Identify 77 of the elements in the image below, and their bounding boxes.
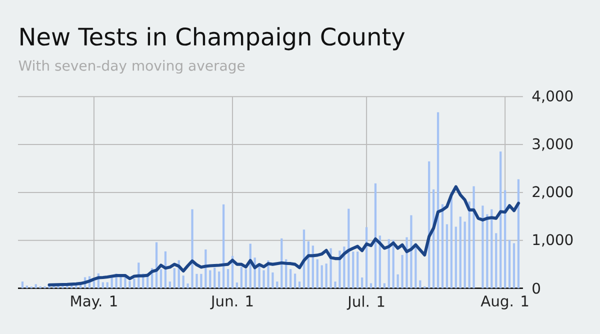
chart-subtitle: With seven-day moving average xyxy=(18,60,245,74)
bar xyxy=(512,243,516,288)
bar xyxy=(186,283,189,288)
bar xyxy=(370,283,372,288)
bar xyxy=(374,183,377,288)
bar xyxy=(334,282,336,288)
bar xyxy=(436,112,440,288)
bar xyxy=(276,282,278,288)
bar xyxy=(468,202,470,288)
bar xyxy=(26,286,28,288)
bar xyxy=(486,214,488,288)
bar xyxy=(209,270,212,288)
bar xyxy=(34,284,37,288)
bar xyxy=(454,226,457,288)
bar xyxy=(173,268,176,288)
bar xyxy=(410,215,412,288)
y-tick-label: 0 xyxy=(532,282,540,294)
bar xyxy=(396,274,399,288)
bar xyxy=(352,252,354,288)
bar xyxy=(240,266,242,288)
bar xyxy=(102,282,104,288)
bar xyxy=(472,186,475,288)
bar xyxy=(214,268,216,288)
bar xyxy=(320,265,323,288)
bar xyxy=(338,250,341,288)
bar xyxy=(356,252,359,288)
bar xyxy=(441,204,444,288)
chart-title: New Tests in Champaign County xyxy=(20,27,405,50)
bar xyxy=(222,204,225,288)
x-tick-label: Jul. 1 xyxy=(346,296,384,310)
bar xyxy=(92,281,96,288)
bar xyxy=(401,254,404,288)
bar xyxy=(482,206,484,288)
bar xyxy=(504,190,506,288)
bar xyxy=(160,269,162,288)
y-tick-label: 3,000 xyxy=(532,138,573,151)
bar xyxy=(464,222,466,288)
bar xyxy=(500,152,502,288)
bar xyxy=(290,269,292,288)
bar xyxy=(272,272,274,288)
bar xyxy=(21,282,24,288)
y-tick-label: 2,000 xyxy=(532,186,573,199)
bar xyxy=(226,269,230,288)
bar xyxy=(361,277,364,288)
bar xyxy=(128,281,131,288)
bar xyxy=(200,274,202,288)
bar xyxy=(258,264,260,288)
bar xyxy=(383,283,386,288)
y-tick-label: 1,000 xyxy=(533,234,573,247)
bar xyxy=(168,282,171,288)
bar xyxy=(325,264,328,288)
bar xyxy=(419,280,422,288)
bar xyxy=(244,269,247,288)
bar xyxy=(490,209,493,288)
bar xyxy=(348,208,350,288)
bar xyxy=(294,274,296,288)
bar xyxy=(316,259,318,288)
y-tick-label: 4,000 xyxy=(532,90,573,103)
bar xyxy=(133,278,136,288)
bar xyxy=(262,270,265,288)
bar xyxy=(414,243,417,288)
bar xyxy=(459,216,462,288)
x-tick-label: Aug. 1 xyxy=(480,296,528,310)
bar xyxy=(106,282,108,288)
x-tick-label: May. 1 xyxy=(71,296,117,310)
x-tick-label: Jun. 1 xyxy=(210,296,253,310)
bar xyxy=(191,209,194,288)
bar xyxy=(298,282,301,288)
bar xyxy=(196,274,198,288)
bar xyxy=(236,282,238,288)
bar xyxy=(508,240,511,288)
bar xyxy=(182,276,184,288)
bar xyxy=(446,224,448,288)
bar xyxy=(495,233,498,288)
bar xyxy=(406,237,408,288)
bar xyxy=(218,271,220,288)
bar xyxy=(517,179,520,288)
